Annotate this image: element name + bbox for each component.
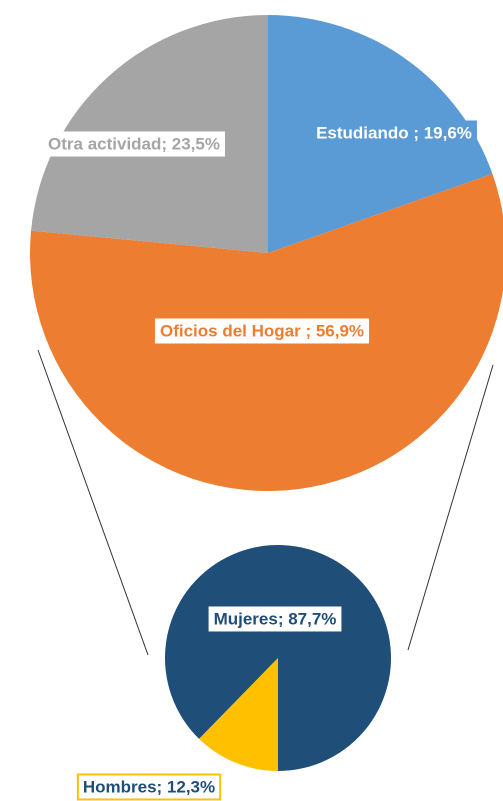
data-label-box (154, 318, 370, 344)
data-label: Oficios del Hogar ; 56,9% (160, 321, 364, 340)
data-label: Estudiando ; 19,6% (316, 123, 472, 142)
data-label: Hombres; 12,3% (83, 777, 215, 796)
pie-slice (199, 658, 278, 771)
data-label-box (311, 120, 477, 146)
data-label-box (208, 606, 342, 632)
connector-line (37, 349, 149, 656)
data-label: Mujeres; 87,7% (214, 609, 337, 628)
data-label-box (76, 773, 222, 801)
data-label: Otra actividad; 23,5% (48, 134, 220, 153)
data-label-box (43, 131, 225, 157)
connector-line (407, 364, 494, 651)
pie-slice (165, 545, 392, 771)
